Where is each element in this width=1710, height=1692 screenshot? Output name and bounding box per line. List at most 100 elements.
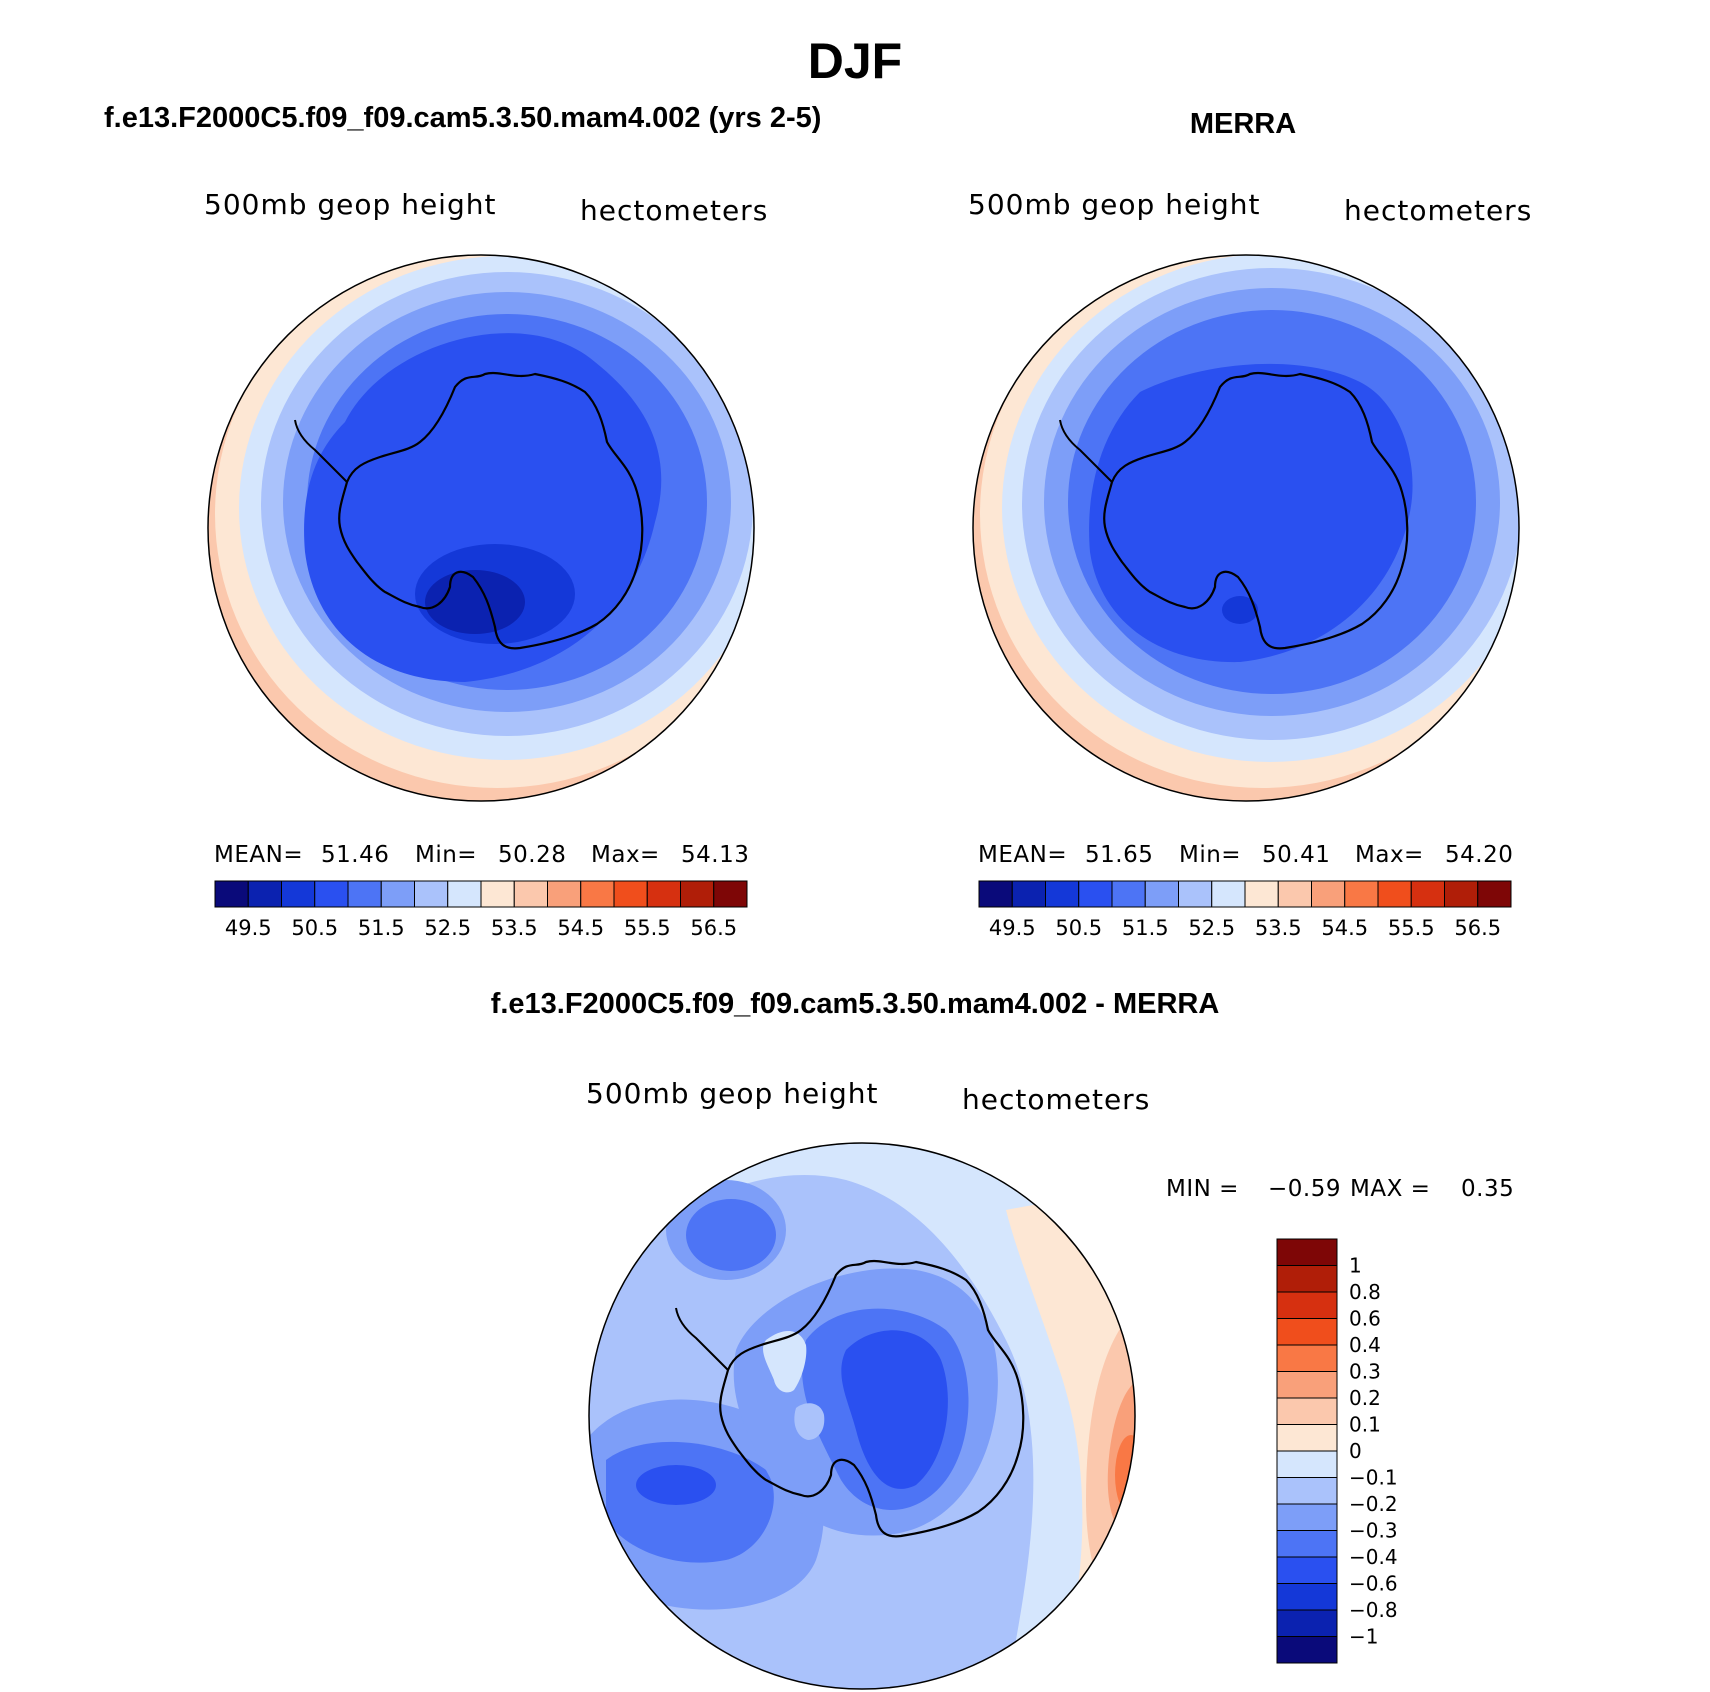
obs-colorbar-tick-label: 49.5 — [989, 916, 1036, 940]
model-colorbar-swatch — [713, 880, 748, 908]
diff-polar-map — [588, 1142, 1136, 1690]
obs-colorbar-swatch — [978, 880, 1013, 908]
map-border — [972, 254, 1520, 802]
model-min-label: Min= — [415, 842, 478, 868]
map-border — [207, 254, 755, 802]
diff-units-label: hectometers — [962, 1083, 1151, 1116]
diff-colorbar-swatch — [1276, 1530, 1338, 1558]
obs-mean-label: MEAN= — [978, 842, 1068, 868]
diff-min-value: −0.59 — [1268, 1176, 1341, 1202]
diff-panel-title: f.e13.F2000C5.f09_f09.cam5.3.50.mam4.002… — [490, 988, 1220, 1020]
diff-colorbar-swatch — [1276, 1318, 1338, 1346]
diff-colorbar-swatch — [1276, 1265, 1338, 1293]
model-panel-title: f.e13.F2000C5.f09_f09.cam5.3.50.mam4.002… — [104, 102, 822, 134]
diff-colorbar-tick-label: 0.2 — [1349, 1386, 1381, 1410]
model-colorbar-swatch — [680, 880, 715, 908]
contour-band-neg-0-1-center — [763, 1330, 807, 1393]
model-colorbar-swatch — [214, 880, 249, 908]
model-mean-label: MEAN= — [214, 842, 304, 868]
diff-colorbar-swatch — [1276, 1503, 1338, 1531]
obs-colorbar-swatch — [1410, 880, 1445, 908]
diff-colorbar-tick-label: 0.4 — [1349, 1333, 1381, 1357]
obs-colorbar-tick-label: 51.5 — [1122, 916, 1169, 940]
diff-min-label: MIN = — [1166, 1176, 1239, 1202]
obs-colorbar-swatch — [1311, 880, 1346, 908]
diff-colorbar-swatch — [1276, 1477, 1338, 1505]
obs-colorbar-swatch — [1178, 880, 1213, 908]
model-colorbar-swatch — [380, 880, 415, 908]
obs-colorbar-swatch — [1444, 880, 1479, 908]
obs-colorbar-swatch — [1344, 880, 1379, 908]
obs-colorbar-swatch — [1011, 880, 1046, 908]
diff-colorbar-tick-label: −0.6 — [1349, 1572, 1398, 1596]
obs-colorbar-swatch — [1144, 880, 1179, 908]
obs-colorbar-swatch — [1111, 880, 1146, 908]
model-colorbar-tick-label: 50.5 — [291, 916, 338, 940]
antarctic-peninsula — [675, 1307, 729, 1371]
diff-colorbar-tick-label: 0.8 — [1349, 1280, 1381, 1304]
model-colorbar-tick-label: 54.5 — [557, 916, 604, 940]
model-colorbar-swatch — [247, 880, 282, 908]
antarctica-coastline — [1103, 371, 1409, 650]
obs-colorbar-swatch — [1045, 880, 1080, 908]
model-colorbar-swatch — [646, 880, 681, 908]
diff-colorbar-tick-label: 1 — [1349, 1254, 1362, 1278]
obs-colorbar-tick-label: 55.5 — [1388, 916, 1435, 940]
model-colorbar-swatch — [580, 880, 615, 908]
diff-colorbar: 10.8 0.60.4 0.30.2 0.10 −0.1−0.2 −0.3−0.4 −0.6… — [1276, 1238, 1398, 1664]
obs-min-label: Min= — [1179, 842, 1242, 868]
model-max-value: 54.13 — [681, 842, 750, 868]
antarctic-peninsula — [1059, 419, 1113, 483]
diff-colorbar-tick-label: 0 — [1349, 1439, 1362, 1463]
contour-band-neg-0-6-center — [841, 1330, 948, 1489]
diff-colorbar-swatch — [1276, 1636, 1338, 1664]
contour-band-neg-0-1 — [589, 1143, 1135, 1689]
obs-colorbar-swatch — [1277, 880, 1312, 908]
diff-colorbar-tick-label: −0.3 — [1349, 1519, 1398, 1543]
diff-colorbar-swatch — [1276, 1583, 1338, 1611]
model-colorbar-tick-label: 53.5 — [491, 916, 538, 940]
obs-colorbar-tick-label: 50.5 — [1055, 916, 1102, 940]
obs-colorbar-tick-label: 52.5 — [1188, 916, 1235, 940]
diff-max-label: MAX = — [1350, 1176, 1431, 1202]
model-colorbar-swatch — [613, 880, 648, 908]
obs-colorbar-swatch — [1244, 880, 1279, 908]
contour-band-0-0-1-west — [589, 1143, 656, 1250]
diff-max-value: 0.35 — [1461, 1176, 1515, 1202]
figure-title: DJF — [807, 33, 903, 89]
obs-min-value: 50.41 — [1262, 842, 1331, 868]
model-max-label: Max= — [591, 842, 660, 868]
diff-colorbar-tick-label: 0.1 — [1349, 1413, 1381, 1437]
diff-colorbar-tick-label: −0.4 — [1349, 1545, 1398, 1569]
obs-max-value: 54.20 — [1445, 842, 1514, 868]
diff-colorbar-swatch — [1276, 1556, 1338, 1584]
contour-band-neg-0-6-west — [636, 1465, 716, 1505]
model-units-label: hectometers — [580, 194, 769, 227]
diff-colorbar-tick-label: 0.3 — [1349, 1360, 1381, 1384]
obs-colorbar-swatch — [1477, 880, 1512, 908]
diff-colorbar-swatch — [1276, 1238, 1338, 1266]
contour-band-neg-0-4-north — [686, 1199, 776, 1271]
diff-colorbar-tick-label: −0.2 — [1349, 1492, 1398, 1516]
diff-colorbar-swatch — [1276, 1371, 1338, 1399]
model-min-value: 50.28 — [498, 842, 567, 868]
obs-polar-map — [972, 254, 1520, 802]
contour-band-neg-0-2-patch — [794, 1403, 825, 1440]
model-variable-label: 500mb geop height — [204, 188, 497, 221]
obs-colorbar: 49.5 50.5 51.5 52.5 53.5 54.5 55.5 56.5 — [978, 880, 1512, 940]
model-colorbar-swatch — [480, 880, 515, 908]
diff-colorbar-swatch — [1276, 1291, 1338, 1319]
antarctic-peninsula — [294, 419, 348, 483]
contour-band-50-5 — [1089, 363, 1413, 663]
model-colorbar-swatch — [414, 880, 449, 908]
model-colorbar-swatch — [347, 880, 382, 908]
model-colorbar: 49.5 50.5 51.5 52.5 53.5 54.5 55.5 56.5 — [214, 880, 748, 940]
diff-variable-label: 500mb geop height — [586, 1077, 879, 1110]
model-colorbar-swatch — [513, 880, 548, 908]
contour-minimum — [1222, 596, 1258, 624]
obs-max-label: Max= — [1355, 842, 1424, 868]
model-colorbar-swatch — [547, 880, 582, 908]
model-colorbar-tick-label: 49.5 — [225, 916, 272, 940]
diff-colorbar-swatch — [1276, 1609, 1338, 1637]
diff-colorbar-tick-label: −1 — [1349, 1625, 1378, 1649]
